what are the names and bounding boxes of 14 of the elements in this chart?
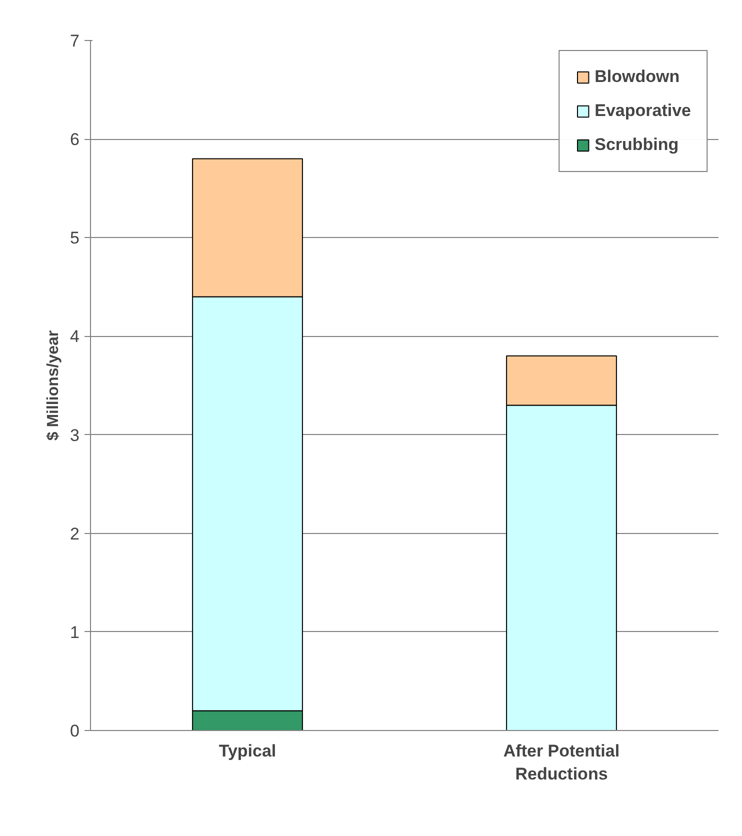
y-tick-label: 6 bbox=[70, 130, 80, 150]
legend-label: Blowdown bbox=[594, 67, 680, 87]
y-tick-label: 4 bbox=[70, 327, 80, 346]
x-tick-label: After Potential Reductions bbox=[503, 742, 620, 784]
y-axis-title: $ Millions/year bbox=[45, 330, 62, 441]
y-tick-label: 3 bbox=[70, 426, 80, 445]
y-tick-label: 1 bbox=[70, 622, 80, 642]
x-tick-label: Typical bbox=[218, 742, 276, 760]
y-tick-label: 2 bbox=[70, 524, 80, 544]
y-tick-label: 5 bbox=[70, 228, 80, 248]
y-tick-label: 0 bbox=[70, 722, 80, 740]
y-tick-label: 7 bbox=[70, 32, 80, 50]
legend-label: Evaporative bbox=[594, 101, 691, 121]
legend-label: Scrubbing bbox=[594, 135, 679, 155]
